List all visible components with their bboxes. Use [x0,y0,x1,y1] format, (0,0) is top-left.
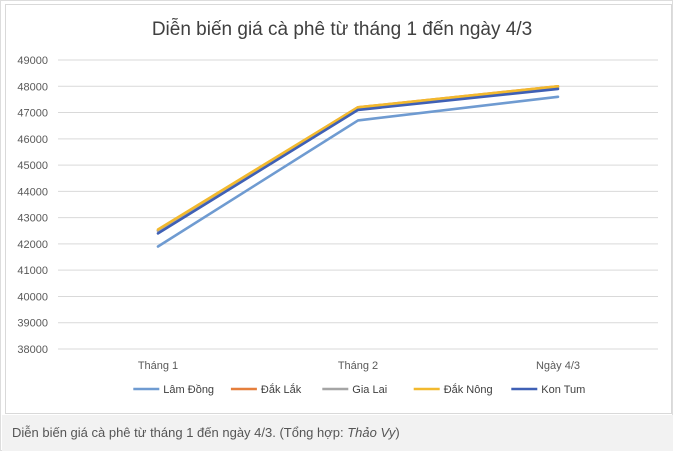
chart-container: Diễn biến giá cà phê từ tháng 1 đến ngày… [5,4,672,414]
caption-text: Diễn biến giá cà phê từ tháng 1 đến ngày… [12,425,348,440]
y-tick-label: 49000 [17,55,48,67]
line-chart: Diễn biến giá cà phê từ tháng 1 đến ngày… [17,18,658,396]
legend-label: Kon Tum [541,384,585,396]
series-line [156,87,560,235]
y-tick-label: 43000 [17,213,48,225]
y-tick-label: 44000 [17,186,48,198]
y-tick-label: 38000 [17,344,48,356]
figure-caption: Diễn biến giá cà phê từ tháng 1 đến ngày… [2,415,673,451]
y-tick-label: 46000 [17,134,48,146]
x-tick-label: Ngày 4/3 [536,360,580,372]
x-tick-label: Tháng 1 [138,360,178,372]
legend-label: Đắk Lắk [261,383,302,396]
x-tick-label: Tháng 2 [338,360,378,372]
y-tick-label: 45000 [17,160,48,172]
legend-label: Gia Lai [352,384,387,396]
caption-close: ) [395,425,400,440]
y-tick-label: 48000 [17,81,48,93]
series-line [156,95,560,248]
series-line [156,84,560,231]
y-tick-label: 41000 [17,265,48,277]
legend-label: Đắk Nông [444,383,493,396]
caption-author: Thảo Vy [347,425,396,440]
y-tick-label: 39000 [17,318,48,330]
chart-title: Diễn biến giá cà phê từ tháng 1 đến ngày… [152,18,532,40]
y-tick-label: 42000 [17,239,48,251]
y-tick-label: 40000 [17,291,48,303]
y-tick-label: 47000 [17,108,48,120]
legend-label: Lâm Đồng [163,384,214,396]
